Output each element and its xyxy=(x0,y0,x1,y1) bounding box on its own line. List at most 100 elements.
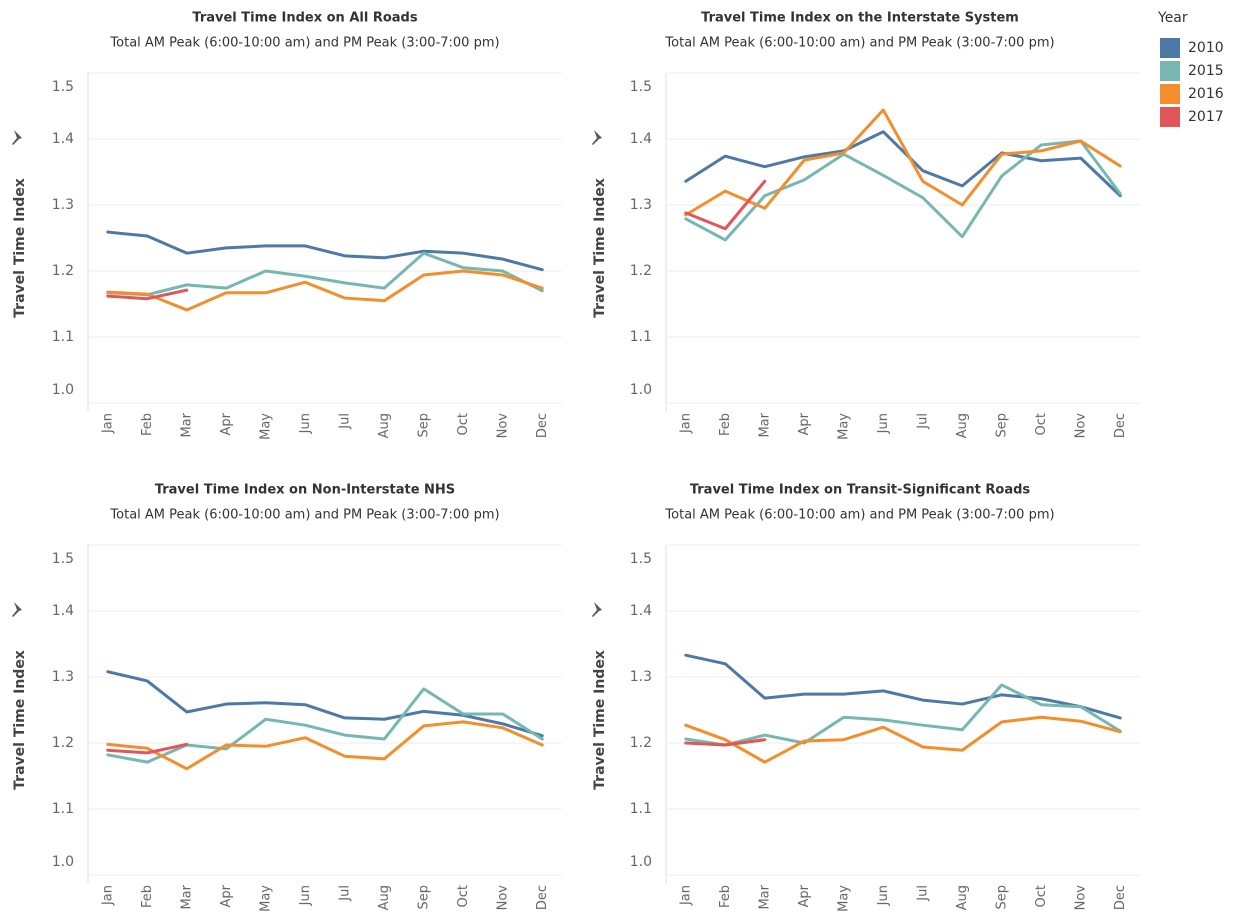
pin-icon xyxy=(12,130,22,145)
y-tick-label: 1.3 xyxy=(630,669,652,685)
chart-subtitle: Total AM Peak (6:00-10:00 am) and PM Pea… xyxy=(109,36,499,51)
x-tick-label: Dec xyxy=(535,885,550,910)
y-tick-label: 1.4 xyxy=(52,131,74,147)
legend-swatch xyxy=(1160,61,1180,81)
legend-swatch xyxy=(1160,38,1180,58)
series-line xyxy=(106,288,189,301)
y-tick-label: 1.2 xyxy=(52,735,74,751)
pin-icon xyxy=(592,602,602,617)
y-axis-label: Travel Time Index xyxy=(592,650,608,790)
y-tick-label: 1.0 xyxy=(630,382,652,398)
series-line xyxy=(106,251,544,297)
series-line xyxy=(106,269,544,312)
x-tick-label: Jan xyxy=(100,413,115,434)
chart-subtitle: Total AM Peak (6:00-10:00 am) and PM Pea… xyxy=(109,508,499,523)
series-line xyxy=(106,687,544,764)
y-axis-label: Travel Time Index xyxy=(12,178,28,318)
series-line xyxy=(684,715,1122,764)
x-tick-label: Sep xyxy=(416,413,431,438)
y-tick-label: 1.4 xyxy=(630,603,652,619)
y-tick-label: 1.5 xyxy=(52,551,74,567)
x-tick-label: Aug xyxy=(955,413,970,438)
series-line xyxy=(684,139,1122,242)
y-tick-label: 1.3 xyxy=(52,197,74,213)
x-tick-label: Oct xyxy=(1034,413,1049,435)
y-tick-label: 1.5 xyxy=(52,79,74,95)
x-tick-label: Sep xyxy=(994,885,1009,910)
x-tick-label: Mar xyxy=(179,884,194,909)
chart-title: Travel Time Index on Non-Interstate NHS xyxy=(155,483,455,498)
x-tick-label: May xyxy=(836,885,851,912)
x-tick-label: Aug xyxy=(955,885,970,910)
x-tick-label: Jul xyxy=(337,413,352,430)
x-tick-label: Jul xyxy=(337,885,352,902)
x-tick-label: Mar xyxy=(179,412,194,437)
legend-swatch xyxy=(1160,107,1180,127)
y-tick-label: 1.1 xyxy=(52,329,74,345)
legend-label: 2016 xyxy=(1188,86,1224,102)
series-line xyxy=(684,130,1122,198)
chart-title: Travel Time Index on the Interstate Syst… xyxy=(701,11,1019,26)
chart-subtitle: Total AM Peak (6:00-10:00 am) and PM Pea… xyxy=(664,508,1054,523)
y-tick-label: 1.1 xyxy=(630,329,652,345)
x-tick-label: May xyxy=(258,413,273,440)
x-tick-label: Oct xyxy=(456,885,471,907)
x-tick-label: Jul xyxy=(915,885,930,902)
x-tick-label: Dec xyxy=(535,413,550,438)
y-tick-label: 1.4 xyxy=(52,603,74,619)
y-axis-label: Travel Time Index xyxy=(12,650,28,790)
series-line xyxy=(684,738,767,747)
pin-icon xyxy=(592,130,602,145)
series-line xyxy=(684,653,1122,720)
series-line xyxy=(684,179,767,231)
y-tick-label: 1.0 xyxy=(52,854,74,870)
y-tick-label: 1.0 xyxy=(52,382,74,398)
series-line xyxy=(106,720,544,771)
legend-swatch xyxy=(1160,84,1180,104)
series-line xyxy=(106,670,544,738)
y-tick-label: 1.5 xyxy=(630,551,652,567)
pin-icon xyxy=(12,602,22,617)
x-tick-label: Dec xyxy=(1113,885,1128,910)
pin-icons xyxy=(12,130,602,617)
x-tick-label: Aug xyxy=(377,885,392,910)
x-tick-label: Feb xyxy=(718,885,733,908)
x-tick-label: Sep xyxy=(416,885,431,910)
y-tick-label: 1.5 xyxy=(630,79,652,95)
x-tick-label: Nov xyxy=(495,413,510,439)
x-tick-label: Oct xyxy=(1034,885,1049,907)
x-tick-label: Nov xyxy=(495,885,510,911)
y-tick-label: 1.4 xyxy=(630,131,652,147)
x-tick-label: Mar xyxy=(757,412,772,437)
x-tick-label: Jun xyxy=(876,413,891,434)
legend-label: 2010 xyxy=(1188,40,1224,56)
x-tick-label: May xyxy=(258,885,273,912)
chart-subtitle: Total AM Peak (6:00-10:00 am) and PM Pea… xyxy=(664,36,1054,51)
x-tick-label: Apr xyxy=(219,412,234,435)
y-tick-label: 1.1 xyxy=(52,801,74,817)
x-tick-label: Nov xyxy=(1073,413,1088,439)
legend-label: 2015 xyxy=(1188,63,1224,79)
x-tick-label: Aug xyxy=(377,413,392,438)
x-tick-label: Apr xyxy=(219,884,234,907)
y-tick-label: 1.3 xyxy=(52,669,74,685)
series-line xyxy=(106,742,189,755)
x-tick-label: Jun xyxy=(298,413,313,434)
series-line xyxy=(106,230,544,272)
x-tick-label: Jul xyxy=(915,413,930,430)
y-tick-label: 1.2 xyxy=(630,263,652,279)
legend-title: Year xyxy=(1157,10,1188,26)
chart-title: Travel Time Index on All Roads xyxy=(192,11,417,26)
x-tick-label: Sep xyxy=(994,413,1009,438)
x-tick-label: Feb xyxy=(718,413,733,436)
y-tick-label: 1.1 xyxy=(630,801,652,817)
y-tick-label: 1.3 xyxy=(630,197,652,213)
y-tick-label: 1.0 xyxy=(630,854,652,870)
x-tick-label: Dec xyxy=(1113,413,1128,438)
x-tick-label: Jan xyxy=(678,413,693,434)
series-line xyxy=(684,683,1122,747)
chart-title: Travel Time Index on Transit-Significant… xyxy=(690,483,1031,498)
legend-label: 2017 xyxy=(1188,109,1224,125)
x-tick-label: Jun xyxy=(876,885,891,906)
